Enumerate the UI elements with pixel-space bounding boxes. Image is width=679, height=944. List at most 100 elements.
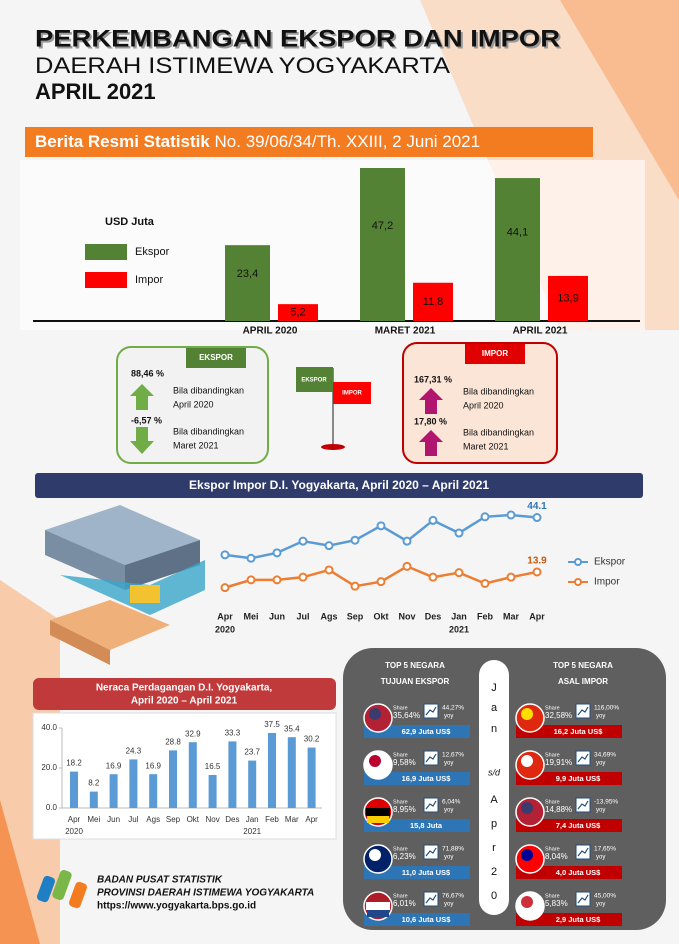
share: 5,83% (545, 899, 568, 908)
value-label: 18.2 (66, 759, 82, 768)
share-label: Share (545, 846, 560, 852)
trend-icon-line (577, 847, 589, 857)
bar (188, 742, 197, 808)
share-label: Share (545, 752, 560, 758)
value-label: 44,1 (507, 226, 528, 238)
trend-icon-line (425, 847, 437, 857)
value-label: 30.2 (304, 735, 320, 744)
shop (50, 600, 170, 650)
point (428, 515, 438, 525)
point (376, 577, 386, 587)
x-tick-label: Jul (128, 815, 138, 824)
ekspor-tag (186, 348, 246, 368)
value-label: 23,4 (237, 268, 258, 280)
x-tick-label: APRIL 2021 (513, 326, 568, 337)
value-label: 5,2 (290, 306, 305, 318)
share: 8,95% (393, 805, 416, 814)
trend-icon-line (577, 753, 589, 763)
yoy-label: yoy (596, 902, 605, 908)
flag-band (367, 910, 389, 917)
share-label: Share (545, 893, 560, 899)
ribbon (364, 772, 470, 785)
share-label: Share (545, 705, 560, 711)
ribbon (516, 725, 622, 738)
period-letter: a (491, 702, 498, 714)
point (506, 572, 516, 582)
subtitle: DAERAH ISTIMEWA YOGYAKARTA (35, 53, 450, 78)
logo-part (69, 881, 87, 909)
point (220, 583, 230, 593)
ekspor-box (116, 346, 269, 464)
yoy-label: yoy (596, 714, 605, 720)
y-tick-label: 20.0 (41, 763, 57, 772)
logo-part (52, 869, 72, 901)
trend-icon-line (425, 894, 437, 904)
x-tick-label: Jan (246, 815, 259, 824)
legend-swatch (85, 244, 127, 260)
neraca-title: April 2020 – April 2021 (131, 696, 238, 707)
value-label: 28.8 (165, 738, 181, 747)
point (454, 528, 464, 538)
period-letter: J (491, 682, 497, 694)
x-tick-label: Des (425, 611, 442, 621)
year-label: 2021 (243, 827, 261, 836)
x-tick-label: Jun (107, 815, 120, 824)
flag-detail (369, 849, 381, 861)
banner (25, 127, 593, 157)
change-note: Bila dibandingkan (173, 426, 244, 436)
value-label: 11,8 (423, 296, 444, 308)
growth: 12,67% (442, 752, 464, 759)
growth: 34,69% (594, 752, 616, 759)
share: 9,58% (393, 758, 416, 767)
illustration (45, 505, 205, 665)
value-label: 16.9 (145, 761, 161, 770)
point (532, 567, 542, 577)
period-letter: r (492, 842, 496, 854)
change-note: April 2020 (173, 399, 214, 409)
title-shadow: PERKEMBANGAN EKSPOR DAN IMPOR (37, 27, 562, 54)
share: 19,91% (545, 758, 572, 767)
amount: 16,9 Juta US$ (402, 774, 452, 783)
x-tick-label: Sep (166, 815, 181, 824)
share: 6,23% (393, 852, 416, 861)
bar (129, 759, 138, 808)
arrow-up (419, 430, 443, 456)
point (402, 561, 412, 571)
growth: 6,04% (442, 799, 461, 806)
share: 14,88% (545, 805, 572, 814)
share-label: Share (393, 893, 408, 899)
growth: 17,65% (594, 846, 616, 853)
yoy-label: yoy (444, 761, 453, 767)
ribbon (516, 866, 622, 879)
legend-label: Impor (594, 577, 620, 588)
footer-region: PROVINSI DAERAH ISTIMEWA YOGYAKARTA (97, 888, 314, 899)
ribbon (516, 772, 622, 785)
yoy-label: yoy (444, 714, 453, 720)
flag-band (366, 902, 390, 910)
share-label: Share (393, 799, 408, 805)
ribbon (516, 819, 622, 832)
share: 8,04% (545, 852, 568, 861)
change-value: 17,80 % (414, 416, 447, 426)
amount: 11,0 Juta US$ (402, 868, 451, 877)
trend-icon-line (577, 800, 589, 810)
value-label: 33.3 (225, 729, 241, 738)
point (532, 513, 542, 523)
period-letter: 2 (491, 866, 497, 878)
yoy-label: yoy (596, 808, 605, 814)
value-label: 47,2 (372, 220, 393, 232)
x-tick-label: Apr (217, 611, 233, 621)
bar (287, 737, 296, 808)
legend-swatch (85, 272, 127, 288)
point (376, 521, 386, 531)
bar (228, 741, 237, 808)
top5-title: ASAL IMPOR (558, 677, 608, 686)
bar (413, 282, 453, 321)
year-label: 2020 (65, 827, 83, 836)
period-letter: A (490, 794, 498, 806)
share: 35,64% (393, 711, 420, 720)
year-label: 2020 (215, 624, 235, 634)
trend-icon-line (425, 800, 437, 810)
x-tick-label: Apr (305, 815, 318, 824)
